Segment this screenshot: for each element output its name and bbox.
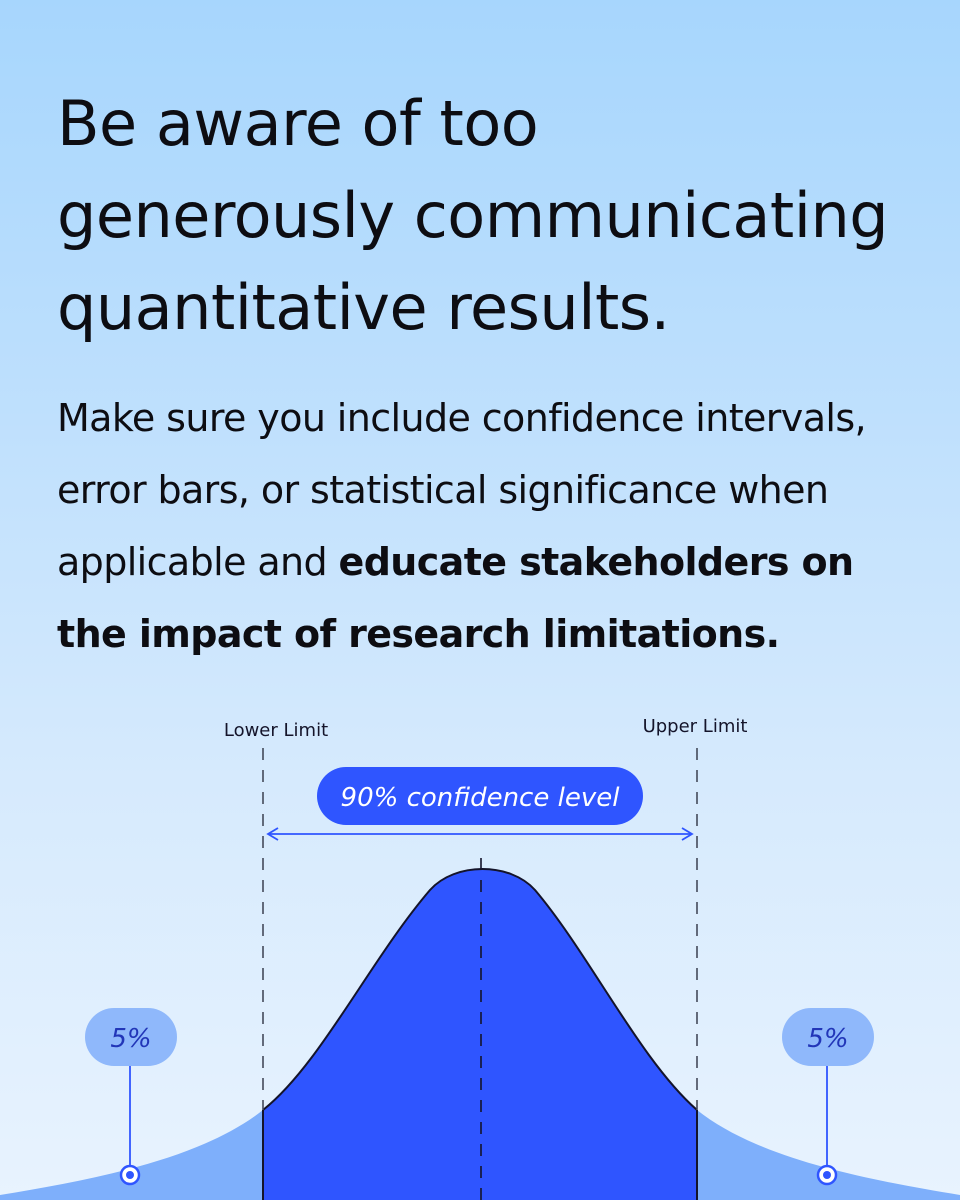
distribution-curve-outline [263, 868, 697, 1112]
right-tail-marker: 5% [782, 1008, 874, 1186]
body-paragraph: Make sure you include confidence interva… [57, 382, 937, 670]
headline-line-2: generously communicating [57, 179, 889, 252]
confidence-level-label: 90% confidence level [341, 783, 621, 813]
confidence-level-pill [317, 767, 643, 825]
left-tail-label: 5% [110, 1024, 151, 1054]
body-line-4: the impact of research limitations. [57, 598, 937, 670]
left-tail-marker: 5% [85, 1008, 177, 1186]
headline: Be aware of too generously communicating… [57, 78, 917, 354]
body-line-1: Make sure you include confidence interva… [57, 396, 867, 440]
right-tail-pill [782, 1008, 874, 1066]
body-line-3: applicable and educate stakeholders on [57, 526, 937, 598]
left-tail-pill [85, 1008, 177, 1066]
right-tail-label: 5% [807, 1024, 848, 1054]
headline-line-3: quantitative results. [57, 271, 670, 344]
upper-limit-label: Upper Limit [643, 716, 748, 737]
body-line-4-bold: the impact of research limitations. [57, 612, 780, 656]
body-line-3-bold: educate stakeholders on [338, 540, 855, 584]
headline-line-1: Be aware of too [57, 87, 539, 160]
body-line-2: error bars, or statistical significance … [57, 468, 829, 512]
lower-limit-label: Lower Limit [224, 720, 328, 741]
distribution-center-area [263, 869, 697, 1200]
body-line-3-regular: applicable and [57, 540, 339, 584]
interval-arrow [266, 827, 694, 841]
